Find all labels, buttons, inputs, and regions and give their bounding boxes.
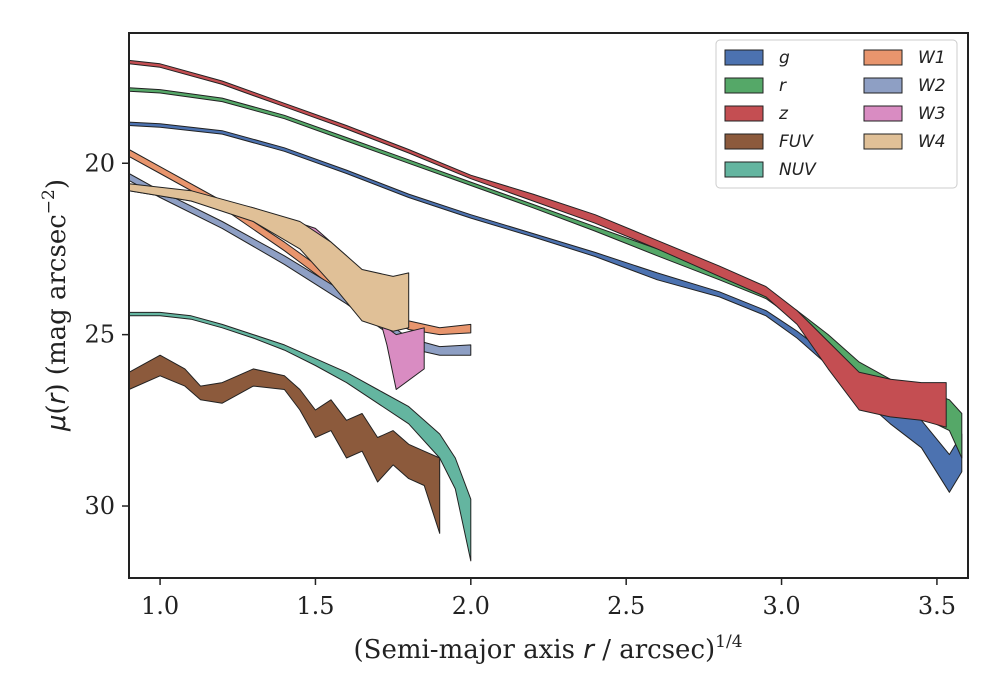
legend-swatch-r	[724, 77, 764, 94]
legend-box	[715, 39, 958, 189]
band-z	[128, 59, 947, 428]
y-tick-label: 25	[84, 321, 115, 349]
y-tick-label: 30	[84, 492, 115, 520]
legend-swatch-w3	[863, 105, 903, 122]
legend-swatch-nuv	[724, 161, 764, 178]
x-tick-label: 1.0	[141, 592, 179, 620]
x-tick-label: 3.0	[762, 592, 800, 620]
legend-swatch-g	[724, 49, 764, 66]
legend-label-w4: W4	[918, 132, 946, 152]
x-axis-ticks: 1.0 1.5 2.0 2.5 3.0 3.5	[141, 578, 956, 620]
legend-label-w1: W1	[918, 48, 946, 68]
x-tick-label: 2.5	[607, 592, 645, 620]
legend-label-fuv: FUV	[779, 132, 814, 152]
band-fuv	[128, 354, 441, 534]
legend-swatch-z	[724, 105, 764, 122]
axes-frame	[128, 32, 969, 579]
y-axis-ticks: 20 25 30	[84, 149, 129, 520]
y-axis-label: μ(r) (mag arcsec−2)	[39, 179, 72, 432]
band-w4	[128, 183, 410, 332]
legend-label-nuv: NUV	[779, 160, 817, 180]
y-tick-label: 20	[84, 149, 115, 177]
legend-swatch-fuv	[724, 133, 764, 150]
legend-label-w3: W3	[918, 104, 946, 124]
legend-swatch-w2	[863, 77, 903, 94]
x-tick-label: 2.0	[452, 592, 490, 620]
x-axis-label: (Semi-major axis r / arcsec)1/4	[353, 632, 742, 665]
legend-label-g: g	[779, 48, 790, 68]
legend: grz FUV NUV W1 W2 W3 W4	[715, 39, 958, 189]
legend-label-w2: W2	[918, 76, 946, 96]
band-w2	[128, 173, 472, 356]
x-tick-label: 1.5	[296, 592, 334, 620]
x-tick-label: 3.5	[918, 592, 956, 620]
series-bands	[128, 59, 963, 562]
legend-swatch-w4	[863, 133, 903, 150]
legend-label-r: r	[779, 76, 787, 96]
legend-swatch-w1	[863, 49, 903, 66]
band-r	[128, 87, 963, 459]
band-g	[128, 121, 963, 493]
legend-label-z: z	[778, 104, 789, 124]
band-nuv	[128, 311, 472, 562]
